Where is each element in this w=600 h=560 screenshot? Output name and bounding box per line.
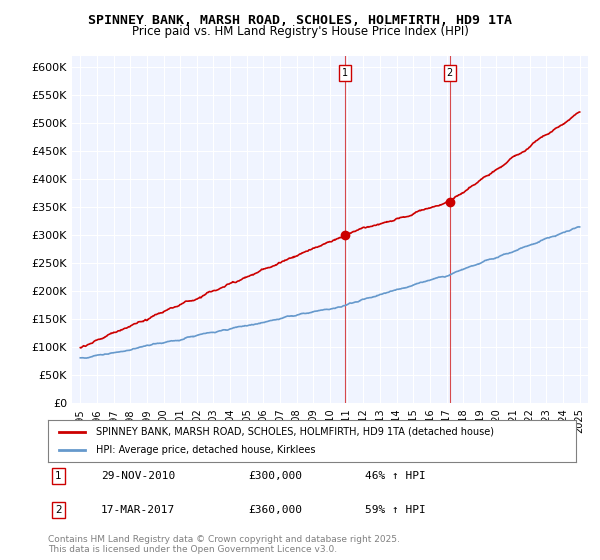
Text: SPINNEY BANK, MARSH ROAD, SCHOLES, HOLMFIRTH, HD9 1TA: SPINNEY BANK, MARSH ROAD, SCHOLES, HOLMF… bbox=[88, 14, 512, 27]
Text: SPINNEY BANK, MARSH ROAD, SCHOLES, HOLMFIRTH, HD9 1TA (detached house): SPINNEY BANK, MARSH ROAD, SCHOLES, HOLMF… bbox=[95, 427, 494, 437]
Text: 1: 1 bbox=[342, 68, 348, 78]
Text: £300,000: £300,000 bbox=[248, 471, 302, 481]
Text: Price paid vs. HM Land Registry's House Price Index (HPI): Price paid vs. HM Land Registry's House … bbox=[131, 25, 469, 38]
Text: £360,000: £360,000 bbox=[248, 505, 302, 515]
Text: 17-MAR-2017: 17-MAR-2017 bbox=[101, 505, 175, 515]
Text: 46% ↑ HPI: 46% ↑ HPI bbox=[365, 471, 425, 481]
Text: Contains HM Land Registry data © Crown copyright and database right 2025.
This d: Contains HM Land Registry data © Crown c… bbox=[48, 535, 400, 554]
Text: 29-NOV-2010: 29-NOV-2010 bbox=[101, 471, 175, 481]
Text: 59% ↑ HPI: 59% ↑ HPI bbox=[365, 505, 425, 515]
Text: 1: 1 bbox=[55, 471, 62, 481]
Text: 2: 2 bbox=[55, 505, 62, 515]
Text: 2: 2 bbox=[447, 68, 453, 78]
Text: HPI: Average price, detached house, Kirklees: HPI: Average price, detached house, Kirk… bbox=[95, 445, 315, 455]
